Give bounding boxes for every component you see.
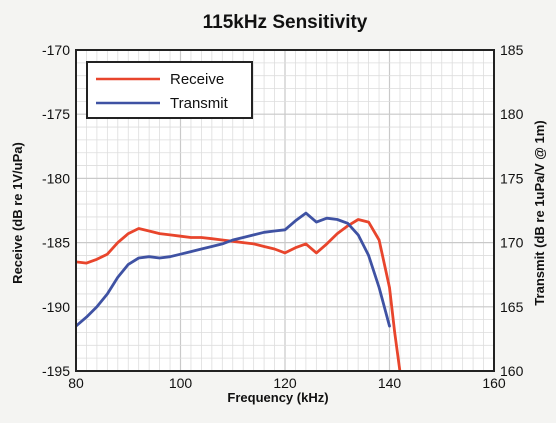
y-left-tick-label: -190 <box>42 299 70 315</box>
y-left-tick-label: -170 <box>42 42 70 58</box>
y-right-tick-label: 165 <box>500 299 524 315</box>
series-line-receive <box>76 218 402 371</box>
chart-title: 115kHz Sensitivity <box>203 12 368 33</box>
y-axis-right-label: Transmit (dB re 1uPa/V @ 1m) <box>532 120 547 305</box>
y-right-tick-label: 170 <box>500 235 524 251</box>
y-right-tick-label: 185 <box>500 42 524 58</box>
x-tick-label: 140 <box>378 375 402 391</box>
legend: Receive Transmit <box>86 61 253 119</box>
y-right-tick-label: 175 <box>500 170 524 186</box>
y-left-tick-label: -185 <box>42 235 70 251</box>
plot-frame <box>75 49 495 372</box>
legend-box <box>86 61 253 119</box>
series-layer <box>76 211 402 371</box>
y-right-tick-label: 160 <box>500 363 524 379</box>
legend-label-receive: Receive <box>170 71 224 88</box>
x-axis-label: Frequency (kHz) <box>227 390 328 405</box>
x-tick-label: 160 <box>482 375 506 391</box>
y-axis-left-label: Receive (dB re 1V/uPa) <box>10 142 25 284</box>
legend-label-transmit: Transmit <box>170 95 229 112</box>
x-tick-label: 100 <box>169 375 193 391</box>
x-tick-label: 80 <box>68 375 84 391</box>
y-left-tick-label: -180 <box>42 170 70 186</box>
series-line-transmit <box>76 211 391 328</box>
tick-labels: 80 100 120 140 160 -170 -175 -180 -185 -190 -195 18… <box>42 42 524 391</box>
y-left-tick-label: -175 <box>42 106 70 122</box>
y-right-tick-label: 180 <box>500 106 524 122</box>
x-tick-label: 120 <box>273 375 297 391</box>
y-left-tick-label: -195 <box>42 363 70 379</box>
